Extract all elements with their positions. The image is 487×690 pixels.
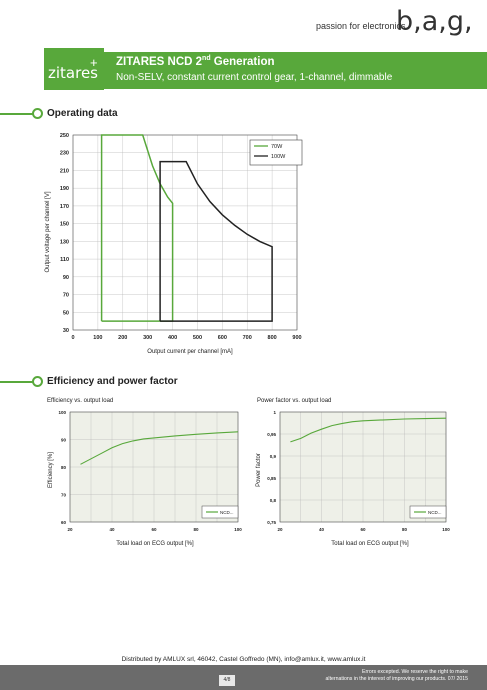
y-tick-label: 0,85 bbox=[267, 476, 276, 481]
brand-tagline: passion for electronics bbox=[316, 21, 406, 31]
y-tick-label: 110 bbox=[60, 257, 69, 263]
y-tick-label: 90 bbox=[63, 275, 69, 281]
x-tick-label: 200 bbox=[118, 335, 127, 341]
section-line bbox=[0, 113, 34, 115]
x-tick-label: 80 bbox=[193, 527, 199, 532]
legend-label: NCD... bbox=[428, 510, 442, 515]
y-tick-label: 250 bbox=[60, 133, 69, 139]
y-tick-label: 170 bbox=[60, 204, 69, 210]
legend-label: NCD... bbox=[220, 510, 234, 515]
chart-series bbox=[290, 417, 447, 443]
legend-label-100w: 100W bbox=[271, 154, 286, 160]
x-tick-label: 800 bbox=[268, 335, 277, 341]
y-tick-label: 70 bbox=[63, 293, 69, 299]
chart-legend-box bbox=[201, 505, 239, 519]
y-tick-label: 1 bbox=[273, 410, 276, 415]
product-title: ZITARES NCD 2nd Generation bbox=[116, 55, 275, 68]
x-axis-label: Total load on ECG output [%] bbox=[116, 541, 194, 547]
section-title-operating: Operating data bbox=[47, 108, 118, 119]
y-tick-label: 210 bbox=[60, 168, 69, 174]
series-line-ncd bbox=[290, 417, 447, 443]
y-tick-label: 70 bbox=[61, 493, 67, 498]
y-tick-label: 190 bbox=[60, 186, 69, 192]
x-tick-label: 100 bbox=[442, 527, 450, 532]
product-title-main: ZITARES NCD 2 bbox=[116, 55, 203, 68]
x-tick-label: 60 bbox=[360, 527, 366, 532]
zitares-logo: zitares bbox=[48, 64, 98, 82]
x-tick-label: 600 bbox=[218, 335, 227, 341]
y-tick-label: 0,8 bbox=[270, 498, 277, 503]
chart-legend-box bbox=[249, 139, 303, 166]
y-tick-label: 0,75 bbox=[267, 520, 276, 525]
series-line-100w bbox=[159, 160, 273, 322]
plot-frame bbox=[72, 134, 298, 331]
logo-plus-icon: + bbox=[90, 55, 98, 70]
logo-box bbox=[44, 48, 104, 90]
chart-title: Efficiency vs. output load bbox=[47, 398, 113, 404]
x-axis-label: Output current per channel [mA] bbox=[147, 349, 233, 355]
x-tick-label: 60 bbox=[151, 527, 157, 532]
chart-series bbox=[80, 431, 239, 465]
x-tick-label: 20 bbox=[277, 527, 283, 532]
section-bullet-icon bbox=[32, 108, 43, 119]
x-tick-label: 300 bbox=[143, 335, 152, 341]
title-banner bbox=[44, 52, 487, 89]
x-tick-label: 700 bbox=[243, 335, 252, 341]
x-tick-label: 40 bbox=[319, 527, 325, 532]
x-tick-label: 900 bbox=[292, 335, 301, 341]
y-tick-label: 230 bbox=[60, 151, 69, 157]
x-tick-label: 80 bbox=[402, 527, 408, 532]
y-axis-label: Output voltage per channel [V] bbox=[45, 191, 51, 272]
x-axis-label: Total load on ECG output [%] bbox=[331, 541, 409, 547]
chart-title: Power factor vs. output load bbox=[257, 398, 331, 404]
section-title-efficiency: Efficiency and power factor bbox=[47, 376, 178, 387]
y-tick-label: 80 bbox=[61, 465, 67, 470]
chart-legend-box bbox=[409, 505, 447, 519]
chart-grid bbox=[279, 411, 447, 523]
efficiency-chart: Efficiency vs. output load 20 40 60 80 100 60… bbox=[47, 398, 242, 547]
plot-frame bbox=[69, 411, 239, 523]
footer-note-line2: alternations in the interest of improvin… bbox=[325, 676, 468, 682]
y-tick-label: 130 bbox=[60, 239, 69, 245]
y-tick-label: 0,95 bbox=[267, 432, 276, 437]
chart-series bbox=[100, 134, 273, 322]
y-axis-label: Power factor bbox=[256, 453, 262, 487]
legend-label-70w: 70W bbox=[271, 144, 283, 150]
section-line bbox=[0, 381, 34, 383]
y-tick-label: 60 bbox=[61, 520, 67, 525]
x-tick-label: 0 bbox=[71, 335, 74, 341]
x-tick-label: 40 bbox=[109, 527, 115, 532]
product-title-end: Generation bbox=[210, 55, 275, 68]
x-tick-label: 100 bbox=[93, 335, 102, 341]
y-tick-label: 100 bbox=[58, 410, 66, 415]
y-tick-label: 150 bbox=[60, 222, 69, 228]
x-tick-label: 400 bbox=[168, 335, 177, 341]
product-subtitle: Non-SELV, constant current control gear,… bbox=[116, 72, 393, 83]
chart-ticks: 20 40 60 80 100 0,75 0,8 0,85 0,9 0,95 1 bbox=[267, 410, 450, 532]
brand-logo: b,a,g, bbox=[396, 6, 473, 37]
series-line-ncd bbox=[80, 431, 239, 465]
plot-area bbox=[73, 135, 297, 330]
page-number: 4/8 bbox=[219, 675, 235, 686]
y-axis-label: Efficiency [%] bbox=[48, 452, 54, 488]
chart-ticks: 20 40 60 80 100 60 70 80 90 100 bbox=[58, 410, 242, 532]
y-tick-label: 30 bbox=[63, 328, 69, 334]
plot-frame bbox=[279, 411, 447, 523]
section-bullet-icon bbox=[32, 376, 43, 387]
x-tick-label: 20 bbox=[67, 527, 73, 532]
y-tick-label: 90 bbox=[61, 438, 67, 443]
power-factor-chart: Power factor vs. output load 20 40 60 80 100… bbox=[256, 398, 450, 547]
chart-ticks: 0 100 200 300 400 500 600 700 800 900 30 50 70 90 110 1… bbox=[60, 133, 302, 341]
chart-grid bbox=[69, 411, 239, 523]
footer-bar bbox=[0, 665, 487, 690]
y-tick-label: 50 bbox=[63, 310, 69, 316]
operating-chart: 0 100 200 300 400 500 600 700 800 900 30 50 70 90 110 1… bbox=[45, 133, 303, 355]
chart-grid bbox=[72, 134, 298, 331]
y-tick-label: 0,9 bbox=[270, 454, 277, 459]
x-tick-label: 100 bbox=[234, 527, 242, 532]
product-title-sup: nd bbox=[202, 55, 211, 62]
footer-note-line1: Errors excepted. We reserve the right to… bbox=[361, 669, 468, 675]
footer-distributor: Distributed by AMLUX srl, 46042, Castel … bbox=[121, 656, 366, 663]
x-tick-label: 500 bbox=[193, 335, 202, 341]
